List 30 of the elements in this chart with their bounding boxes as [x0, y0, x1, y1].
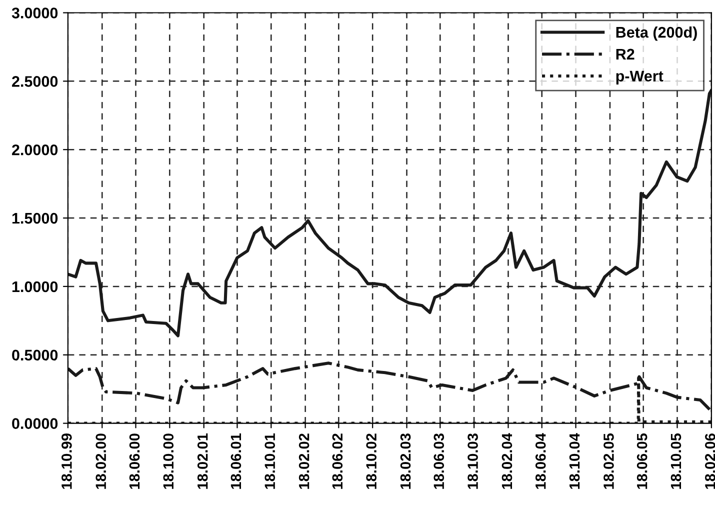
- x-tick-label: 18.10.00: [163, 434, 174, 489]
- x-tick-label: 18.02.06: [705, 434, 715, 489]
- x-tick-label: 18.02.04: [502, 433, 512, 489]
- y-tick-label: 3.0000: [12, 8, 58, 18]
- x-tick-label: 18.02.02: [298, 434, 310, 489]
- y-tick-label: 1.0000: [12, 281, 58, 292]
- y-tick-label: 0.5000: [12, 350, 58, 361]
- x-tick-label: 18.10.02: [366, 434, 376, 489]
- x-tick-label: 18.06.04: [535, 433, 546, 489]
- x-tick-label: 18.06.02: [332, 434, 343, 489]
- x-tick-label: 18.10.05: [670, 433, 682, 489]
- x-tick-label: 18.10.04: [569, 433, 580, 489]
- y-tick-label: 1.5000: [12, 212, 58, 224]
- x-tick-label: 18.02.00: [96, 434, 106, 489]
- x-tick-label: 18.10.03: [468, 434, 478, 489]
- legend-label: Beta (200d): [616, 26, 697, 41]
- y-tick-label: 0.0000: [12, 418, 58, 429]
- x-tick-label: 18.10.01: [264, 433, 276, 489]
- y-tick-label: 2.0000: [12, 144, 58, 156]
- legend-label: R2: [616, 48, 634, 60]
- x-tick-label: 18.06.05: [636, 433, 648, 489]
- legend-label: p-Wert: [616, 70, 664, 85]
- x-tick-label: 18.02.01: [197, 433, 208, 489]
- x-tick-label: 18.06.00: [129, 434, 140, 489]
- x-tick-label: 18.02.05: [604, 433, 614, 489]
- x-tick-label: 18.06.01: [230, 433, 242, 489]
- x-tick-label: 18.02.03: [400, 434, 411, 489]
- x-tick-label: 18.06.03: [434, 434, 444, 489]
- x-tick-label: 18.10.99: [62, 434, 72, 489]
- y-tick-label: 2.5000: [12, 76, 58, 87]
